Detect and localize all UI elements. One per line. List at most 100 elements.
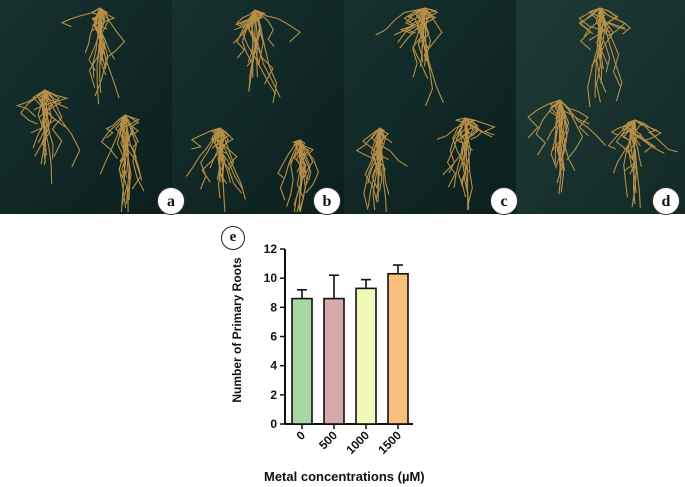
y-tick-label: 10 — [264, 271, 278, 285]
root-strand — [599, 7, 626, 37]
x-tick-label: 1000 — [343, 428, 372, 457]
root-strand — [598, 7, 603, 84]
root-strand — [599, 7, 623, 102]
root-photos — [0, 0, 685, 214]
root-strand — [446, 117, 466, 188]
root-strand — [295, 139, 301, 173]
root-strand — [240, 9, 263, 27]
root-strand — [598, 7, 604, 60]
root-strand — [371, 127, 408, 167]
photo-panel-a — [0, 0, 172, 214]
root-strand — [625, 119, 654, 153]
root-strand — [527, 99, 561, 139]
y-tick-label: 2 — [270, 388, 277, 402]
root-strand — [252, 10, 256, 78]
root-strand — [232, 9, 263, 44]
root-strand — [299, 139, 319, 194]
root-strand — [462, 117, 470, 173]
root-strand — [60, 7, 101, 28]
root-strand — [218, 127, 222, 199]
y-tick-label: 6 — [270, 330, 277, 344]
root-strand — [201, 127, 229, 183]
bar — [387, 272, 409, 425]
root-strand — [550, 99, 561, 166]
root-strand — [621, 119, 636, 141]
root-strand — [241, 9, 256, 63]
root-strand — [587, 7, 601, 108]
root-strand — [245, 9, 274, 85]
root-strand — [436, 117, 477, 140]
root-strand — [594, 7, 601, 98]
root-strand — [379, 127, 387, 213]
root-strand — [599, 7, 621, 87]
x-tick-label: 0 — [293, 428, 308, 443]
root-strand — [559, 99, 607, 146]
root-strand — [190, 127, 221, 150]
root-strand — [423, 7, 443, 70]
root-strand — [100, 114, 126, 160]
root-strand — [121, 114, 129, 206]
root-strand — [124, 114, 145, 192]
root-strand — [279, 139, 301, 201]
bar — [323, 297, 345, 425]
root-strand — [93, 7, 107, 97]
root-strand — [99, 7, 116, 60]
root-strand — [367, 127, 381, 208]
x-tick-label: 1500 — [375, 428, 404, 457]
root-strand — [579, 7, 601, 51]
root-strand — [551, 99, 570, 152]
root-strand — [379, 127, 393, 144]
root-strand — [236, 9, 256, 59]
panel-label-c: c — [490, 187, 518, 215]
root-strand — [44, 89, 63, 157]
root-strand — [634, 119, 659, 138]
root-strand — [412, 7, 429, 80]
root-strand — [88, 7, 105, 71]
root-strand — [124, 114, 140, 136]
root-strand — [554, 99, 564, 169]
root-strand — [549, 99, 562, 119]
root-strand — [559, 99, 584, 161]
root-strand — [296, 139, 304, 213]
root-strand — [96, 7, 103, 105]
x-tick-label: 500 — [316, 428, 340, 452]
bar — [291, 297, 313, 425]
root-strand — [248, 9, 261, 92]
y-tick-label: 12 — [264, 242, 278, 256]
root-strand — [416, 7, 444, 104]
y-tick-label: 0 — [270, 417, 277, 431]
root-strand — [41, 89, 52, 156]
root-strand — [355, 127, 381, 160]
y-tick-label: 8 — [270, 300, 277, 314]
root-strand — [44, 89, 54, 160]
root-strand — [464, 117, 473, 205]
root-strand — [15, 89, 46, 118]
root-strand — [422, 7, 431, 65]
root-strand — [634, 119, 663, 142]
root-strand — [91, 7, 109, 32]
x-axis-label: Metal concentrations (µM) — [264, 469, 425, 484]
root-strand — [99, 7, 126, 59]
root-strand — [211, 127, 244, 190]
root-strand — [32, 89, 46, 149]
root-strand — [559, 99, 576, 171]
root-strand — [377, 127, 381, 181]
root-strand — [375, 7, 426, 36]
panel-label-a: a — [157, 187, 185, 215]
root-strand — [464, 117, 479, 137]
panel-label-e: e — [221, 226, 245, 250]
panel-label-b: b — [313, 187, 341, 215]
root-strand — [627, 119, 657, 148]
root-strand — [254, 9, 258, 78]
y-tick-label: 4 — [270, 359, 277, 373]
root-strand — [219, 127, 226, 213]
root-strand — [407, 7, 426, 23]
root-strand — [38, 89, 52, 108]
panel-label-d: d — [652, 187, 680, 215]
root-strand — [30, 89, 57, 134]
root-strand — [286, 139, 301, 207]
root-strand — [40, 89, 49, 131]
root-strand — [599, 7, 619, 36]
root-strand — [299, 139, 312, 181]
